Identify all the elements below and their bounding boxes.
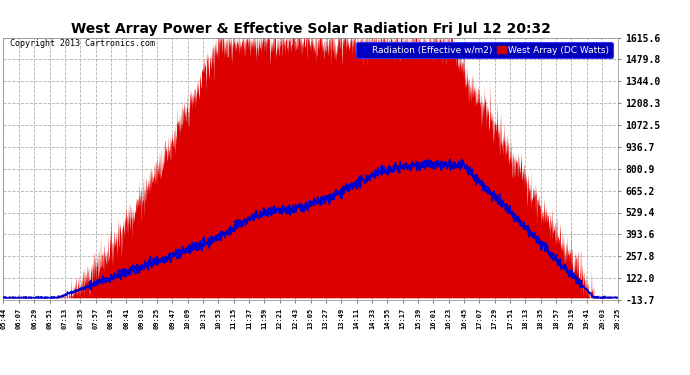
Text: Copyright 2013 Cartronics.com: Copyright 2013 Cartronics.com — [10, 39, 155, 48]
Legend: Radiation (Effective w/m2), West Array (DC Watts): Radiation (Effective w/m2), West Array (… — [357, 42, 613, 58]
Title: West Array Power & Effective Solar Radiation Fri Jul 12 20:32: West Array Power & Effective Solar Radia… — [70, 22, 551, 36]
